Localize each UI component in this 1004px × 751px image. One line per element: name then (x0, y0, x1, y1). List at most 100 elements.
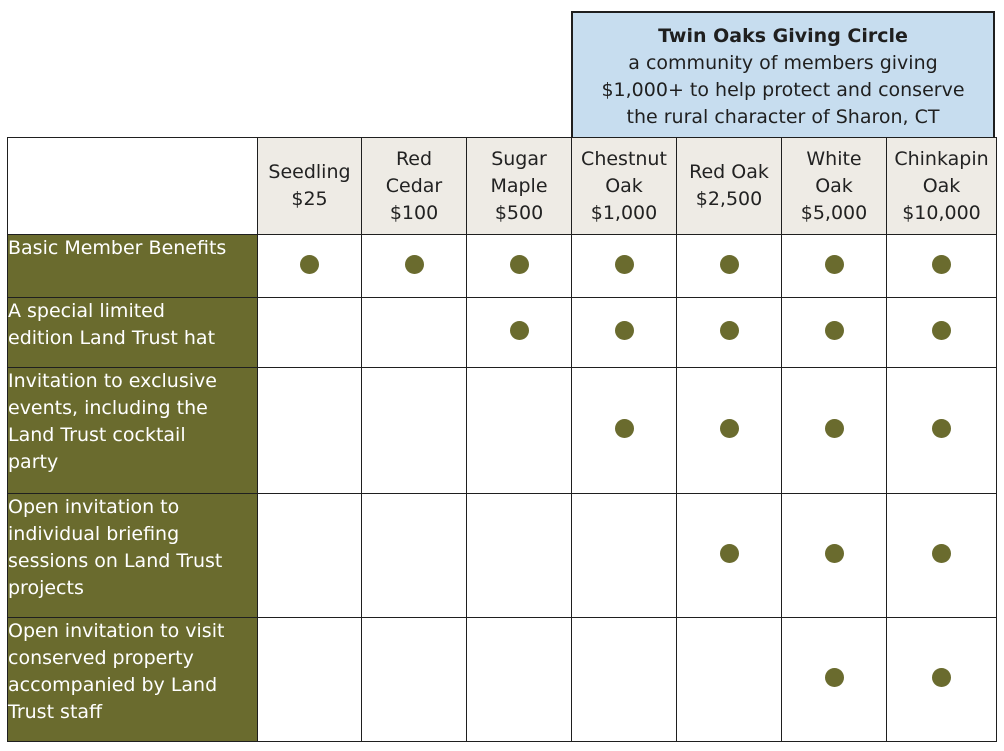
benefit-label-line: Basic Member Benefits (8, 237, 227, 259)
giving-circle-box: Twin Oaks Giving Circle a community of m… (571, 11, 995, 137)
tier-header-white-oak: White Oak $5,000 (781, 137, 887, 235)
benefit-row: A special limited edition Land Trust hat (7, 297, 997, 368)
benefit-label-line: projects (8, 577, 84, 599)
included-dot (509, 254, 529, 274)
tier-amount: $100 (389, 201, 439, 224)
benefit-label-line: accompanied by Land (8, 674, 218, 696)
benefit-cell (466, 297, 572, 368)
included-dot (824, 544, 844, 563)
benefit-label-line: individual briefing (8, 523, 180, 545)
benefit-label-basic-member-benefits: Basic Member Benefits (7, 234, 258, 298)
included-dot (932, 668, 951, 687)
tier-amount: $5,000 (800, 201, 868, 224)
benefit-cell (361, 234, 467, 298)
tier-header-chinkapin-oak: Chinkapin Oak $10,000 (886, 137, 997, 235)
included-dot (300, 254, 319, 274)
included-dot (719, 321, 739, 340)
benefit-cell-empty (676, 617, 782, 742)
benefit-row: Open invitation to visit conserved prope… (7, 617, 997, 742)
tier-name: Sugar (491, 147, 547, 170)
benefit-label-line: events, including the (8, 397, 208, 419)
benefit-cell (676, 493, 782, 618)
included-dot (404, 254, 424, 274)
benefit-cell (257, 234, 362, 298)
benefit-cell-empty (466, 493, 572, 618)
included-dot (824, 419, 844, 438)
benefit-cell-empty (361, 367, 467, 494)
benefit-label-exclusive-events: Invitation to exclusive events, includin… (7, 367, 258, 494)
benefit-cell-empty (361, 297, 467, 368)
benefit-label-line: sessions on Land Trust (8, 550, 223, 572)
benefit-cell-empty (466, 367, 572, 494)
tier-amount: $10,000 (902, 201, 981, 224)
tier-name: Seedling (268, 161, 351, 183)
tier-name: White (806, 147, 862, 170)
benefit-cell (886, 367, 997, 494)
benefit-row: Open invitation to individual briefing s… (7, 493, 997, 618)
giving-circle-title: Twin Oaks Giving Circle (658, 25, 908, 47)
benefit-cell-empty (257, 297, 362, 368)
included-dot (719, 254, 739, 274)
tier-name: Maple (490, 174, 548, 197)
tier-name: Cedar (385, 174, 443, 197)
included-dot (932, 254, 951, 274)
benefit-cell-empty (257, 367, 362, 494)
benefit-cell (571, 367, 677, 494)
benefit-row: Invitation to exclusive events, includin… (7, 367, 997, 494)
benefit-cell (571, 297, 677, 368)
giving-circle-description-line: the rural character of Sharon, CT (626, 106, 940, 128)
benefit-label-line: Open invitation to (8, 496, 180, 518)
benefit-cell-empty (466, 617, 572, 742)
tier-name: Oak (605, 174, 643, 197)
benefit-cell-empty (571, 617, 677, 742)
tier-header-chestnut-oak: Chestnut Oak $1,000 (571, 137, 677, 235)
benefit-cell (571, 234, 677, 298)
benefit-label-briefing-sessions: Open invitation to individual briefing s… (7, 493, 258, 618)
tier-name: Oak (815, 174, 853, 197)
benefit-cell-empty (361, 493, 467, 618)
giving-circle-description-line: $1,000+ to help protect and conserve (601, 79, 965, 101)
included-dot (932, 321, 951, 340)
benefit-cell-empty (361, 617, 467, 742)
benefit-label-land-trust-hat: A special limited edition Land Trust hat (7, 297, 258, 368)
giving-circle-description-line: a community of members giving (628, 52, 938, 74)
benefit-cell (886, 234, 997, 298)
tier-header-seedling: Seedling $25 (257, 137, 362, 235)
tier-name: Red (395, 147, 433, 170)
included-dot (509, 321, 529, 340)
benefit-label-line: A special limited (8, 300, 165, 322)
included-dot (824, 321, 844, 340)
benefit-label-line: edition Land Trust hat (8, 327, 216, 349)
benefit-label-visit-conserved-property: Open invitation to visit conserved prope… (7, 617, 258, 742)
benefit-row: Basic Member Benefits (7, 234, 997, 298)
benefit-cell-empty (571, 493, 677, 618)
tier-amount: $500 (494, 201, 544, 224)
benefit-label-line: conserved property (8, 647, 194, 669)
included-dot (614, 321, 634, 340)
table-corner-cell (7, 137, 258, 235)
tier-header-row: Seedling $25 Red Cedar $100 Sugar Maple … (7, 137, 997, 235)
benefit-label-line: Open invitation to visit (8, 620, 225, 642)
benefit-cell (886, 617, 997, 742)
tier-name: Oak (922, 174, 961, 197)
benefit-label-line: Land Trust cocktail (8, 424, 186, 446)
included-dot (824, 668, 844, 687)
tier-name: Chinkapin (894, 147, 989, 170)
benefit-cell (781, 297, 887, 368)
tier-name: Red Oak (689, 161, 769, 183)
included-dot (614, 419, 634, 438)
tier-amount: $2,500 (695, 188, 763, 210)
benefit-cell-empty (257, 493, 362, 618)
tier-amount: $1,000 (590, 201, 658, 224)
tier-header-sugar-maple: Sugar Maple $500 (466, 137, 572, 235)
membership-benefits-table: Seedling $25 Red Cedar $100 Sugar Maple … (7, 137, 997, 742)
benefit-cell (676, 234, 782, 298)
tier-header-red-cedar: Red Cedar $100 (361, 137, 467, 235)
benefit-label-line: party (8, 451, 59, 473)
benefit-cell-empty (257, 617, 362, 742)
benefit-cell (781, 617, 887, 742)
included-dot (932, 544, 951, 563)
included-dot (719, 544, 739, 563)
benefit-cell (886, 493, 997, 618)
included-dot (932, 419, 951, 438)
